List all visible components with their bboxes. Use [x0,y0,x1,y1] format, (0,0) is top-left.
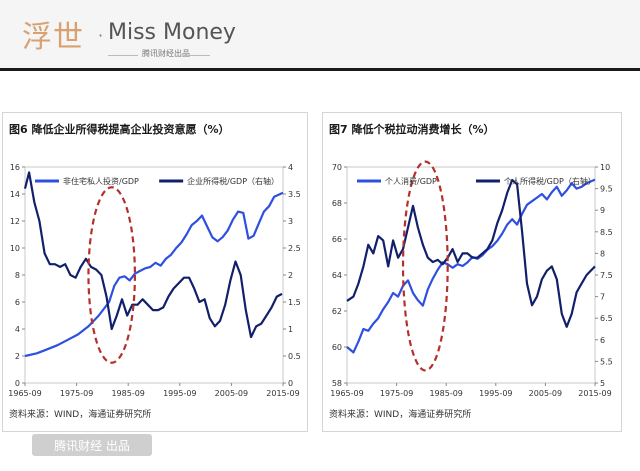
chart-fig7: 58 60 62 64 66 68 70 5 5.5 6 6.5 7 7.5 8 8.5 9 9.5 10 1965… [330,160,613,398]
series-line-left-axis [24,191,284,358]
x-tick-label: 1965-09 [330,389,363,398]
y2-tick-label: 2 [288,271,293,280]
x-tick-label: 2015-09 [578,389,611,398]
logo-title: Miss Money [108,20,236,45]
y-tick-label: 70 [332,163,342,172]
chart-title: 图7 降低个税拉动消费增长（%） [329,123,495,136]
x-tick-label: 1965-09 [8,389,41,398]
legend-label: 个人所得税/GDP（右轴） [504,176,596,186]
y2-tick-label: 9 [600,206,605,215]
y-tick-label: 58 [332,379,342,388]
header-divider [0,68,640,71]
series-line-left-axis [346,178,596,354]
x-tick-label: 1985-09 [429,389,462,398]
y2-tick-label: 8.5 [600,228,613,237]
logo-rule-right [184,55,210,56]
y2-tick-label: 8 [600,249,605,258]
y-tick-label: 68 [332,199,342,208]
chart-panel-fig7: 图7 降低个税拉动消费增长（%） 58 60 62 64 66 68 70 5 5.5 6 6.5 7… [322,112,622,432]
y2-tick-label: 0 [288,379,293,388]
header: 浮世 · Miss Money 腾讯财经出品 [0,0,640,68]
y2-tick-label: 1 [288,325,293,334]
y-tick-label: 4 [15,325,20,334]
y2-tick-label: 0.5 [288,352,301,361]
y2-tick-label: 6.5 [600,314,613,323]
y2-tick-label: 10 [600,163,610,172]
y-tick-label: 10 [10,244,20,253]
legend-label: 企业所得税/GDP（右轴） [187,176,279,186]
highlight-ellipse [401,160,449,372]
y2-tick-label: 9.5 [600,185,613,194]
series-line-right-axis [346,178,596,328]
y-tick-label: 66 [332,235,342,244]
y2-tick-label: 3.5 [288,190,301,199]
y-tick-label: 16 [10,163,20,172]
series-line-right-axis [23,171,283,339]
x-tick-label: 1975-09 [380,389,413,398]
y-tick-label: 12 [10,217,20,226]
y2-tick-label: 4 [288,163,293,172]
y2-tick-label: 7 [600,293,605,302]
chart-source: 资料来源：WIND，海通证券研究所 [9,410,152,420]
x-tick-label: 1985-09 [111,389,144,398]
publisher-badge: 腾讯财经 出品 [32,434,152,456]
y-tick-label: 2 [15,352,20,361]
x-tick-label: 1975-09 [60,389,93,398]
y2-tick-label: 1.5 [288,298,301,307]
y2-tick-label: 3 [288,217,293,226]
y-tick-label: 0 [15,379,20,388]
y-tick-label: 6 [15,298,20,307]
chart-fig6: 0 2 4 6 8 10 12 14 16 0 0.5 1 1.5 2 2.5 3 3.5 4 1965-09 197… [8,163,301,398]
y2-tick-label: 7.5 [600,271,613,280]
y2-tick-label: 6 [600,336,605,345]
x-tick-label: 2005-09 [529,389,562,398]
legend-label: 非住宅私人投资/GDP [63,176,139,186]
logo-subtitle: 腾讯财经出品 [142,49,190,58]
x-tick-label: 1995-09 [163,389,196,398]
plot-frame [346,166,596,384]
chart-source: 资料来源：WIND，海通证券研究所 [329,410,472,420]
plot-frame [24,166,284,384]
y2-tick-label: 5 [600,379,605,388]
highlight-ellipse [87,186,137,364]
logo-chinese: 浮世 [22,20,84,55]
chart-panel-fig6: 图6 降低企业所得税提高企业投资意愿（%） 0 2 4 6 8 10 12 14 16 0 0.5 1… [2,112,308,432]
y2-tick-label: 2.5 [288,244,301,253]
y-tick-label: 62 [332,307,342,316]
y-tick-label: 14 [10,190,20,199]
x-tick-label: 2015-09 [266,389,299,398]
logo-dot: · [98,26,104,45]
y-tick-label: 60 [332,343,342,352]
y-tick-label: 8 [15,271,20,280]
logo-rule-left [108,55,138,56]
y2-tick-label: 5.5 [600,357,613,366]
x-tick-label: 2005-09 [215,389,248,398]
chart-title: 图6 降低企业所得税提高企业投资意愿（%） [9,123,230,136]
x-tick-label: 1995-09 [479,389,512,398]
legend-label: 个人消费/GDP [385,176,437,186]
y-tick-label: 64 [332,271,342,280]
